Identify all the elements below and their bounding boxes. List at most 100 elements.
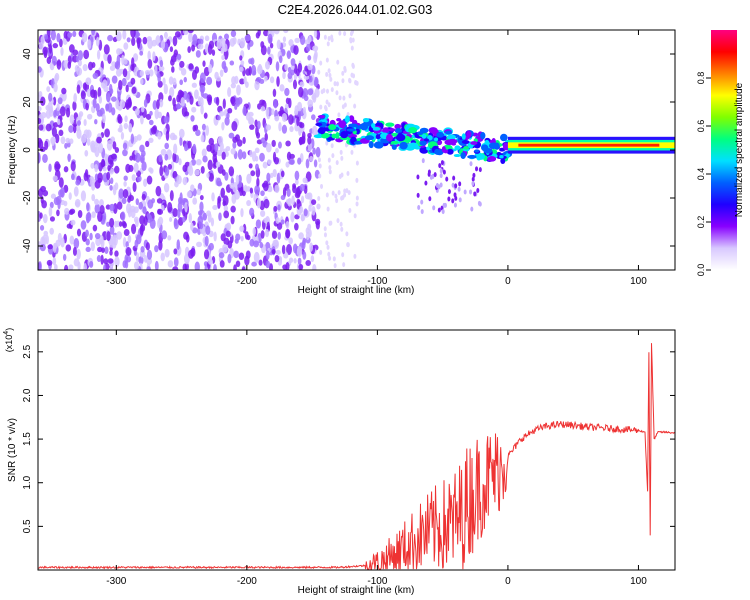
noise-cell	[54, 161, 61, 172]
spectrogram-y-tick-label: -40	[22, 238, 33, 253]
noise-cell	[311, 125, 318, 136]
noise-cell	[123, 228, 130, 236]
snr-y-tick-label: 1.0	[22, 475, 33, 489]
transition-cell	[336, 59, 340, 65]
tail-cell	[416, 192, 420, 198]
noise-cell	[199, 201, 204, 212]
noise-cell	[202, 212, 208, 221]
noise-cell	[122, 30, 127, 40]
noise-cell	[282, 187, 287, 198]
noise-cell	[109, 217, 115, 228]
noise-cell	[48, 206, 53, 217]
signal-cell	[348, 115, 355, 123]
transition-cell	[343, 188, 347, 194]
noise-cell	[84, 169, 89, 178]
noise-cell	[167, 201, 173, 213]
noise-cell	[231, 76, 237, 85]
noise-cell	[187, 30, 194, 34]
noise-cell	[49, 201, 54, 209]
noise-cell	[178, 128, 185, 139]
noise-cell	[142, 206, 147, 215]
noise-cell	[124, 254, 128, 265]
noise-cell	[157, 216, 164, 226]
noise-cell	[128, 123, 133, 133]
transition-cell	[353, 253, 357, 259]
noise-cell	[69, 235, 75, 245]
noise-cell	[54, 264, 58, 270]
noise-cell	[267, 159, 272, 165]
noise-cell	[299, 122, 305, 129]
noise-cell	[312, 147, 316, 155]
noise-cell	[73, 258, 80, 267]
noise-cell	[54, 133, 60, 144]
noise-cell	[229, 182, 235, 189]
noise-cell	[237, 149, 243, 160]
noise-cell	[301, 239, 306, 250]
noise-cell	[129, 155, 134, 161]
noise-cell	[230, 30, 237, 38]
noise-cell	[141, 193, 146, 201]
noise-cell	[281, 112, 288, 123]
transition-cell	[327, 251, 331, 257]
signal-cell	[470, 141, 478, 145]
noise-cell	[241, 266, 246, 270]
noise-cell	[262, 180, 269, 192]
noise-cell	[38, 124, 44, 131]
noise-cell	[313, 30, 318, 39]
noise-cell	[206, 76, 213, 86]
noise-cell	[123, 180, 127, 187]
noise-cell	[73, 124, 77, 134]
noise-cell	[182, 164, 188, 173]
transition-cell	[339, 149, 343, 155]
noise-cell	[200, 104, 204, 115]
noise-cell	[73, 93, 77, 103]
noise-cell	[249, 150, 253, 158]
noise-cell	[308, 229, 312, 238]
spectrogram-x-tick-label: 100	[630, 276, 647, 287]
signal-cell	[388, 128, 396, 132]
noise-cell	[63, 166, 69, 173]
noise-cell	[172, 208, 178, 218]
noise-cell	[68, 209, 74, 216]
noise-cell	[202, 60, 206, 67]
noise-cell	[74, 198, 81, 208]
transition-cell	[325, 140, 329, 146]
transition-cell	[346, 242, 350, 248]
noise-cell	[265, 260, 271, 269]
noise-cell	[276, 76, 280, 87]
noise-cell	[96, 136, 102, 144]
noise-cell	[78, 111, 84, 117]
noise-cell	[48, 163, 52, 173]
noise-cell	[285, 262, 290, 270]
noise-cell	[117, 91, 121, 101]
noise-cell	[211, 192, 215, 202]
noise-cell	[219, 260, 225, 268]
noise-cell	[109, 65, 116, 72]
noise-cell	[38, 66, 42, 73]
transition-cell	[325, 57, 329, 63]
transition-cell	[350, 30, 354, 35]
tail-cell	[442, 169, 446, 175]
noise-cell	[57, 97, 63, 105]
noise-cell	[194, 169, 200, 176]
noise-cell	[109, 203, 115, 212]
noise-cell	[272, 88, 277, 98]
noise-cell	[285, 220, 290, 229]
noise-cell	[65, 137, 71, 144]
noise-cell	[254, 80, 260, 91]
noise-cell	[206, 144, 212, 152]
noise-cell	[119, 99, 126, 109]
noise-cell	[192, 227, 198, 234]
colorbar-ticks: 0.0 0.2 0.4 0.6 0.8	[696, 72, 711, 276]
noise-cell	[167, 163, 173, 170]
transition-cell	[338, 174, 342, 180]
signal-cell	[318, 127, 326, 135]
noise-cell	[91, 193, 96, 202]
signal-cell	[344, 115, 350, 123]
noise-cell	[242, 223, 247, 234]
noise-cell	[58, 129, 64, 137]
transition-cell	[330, 37, 334, 43]
noise-cell	[231, 120, 238, 132]
transition-cell	[348, 93, 352, 99]
snr-x-tick-label: -300	[106, 576, 126, 587]
